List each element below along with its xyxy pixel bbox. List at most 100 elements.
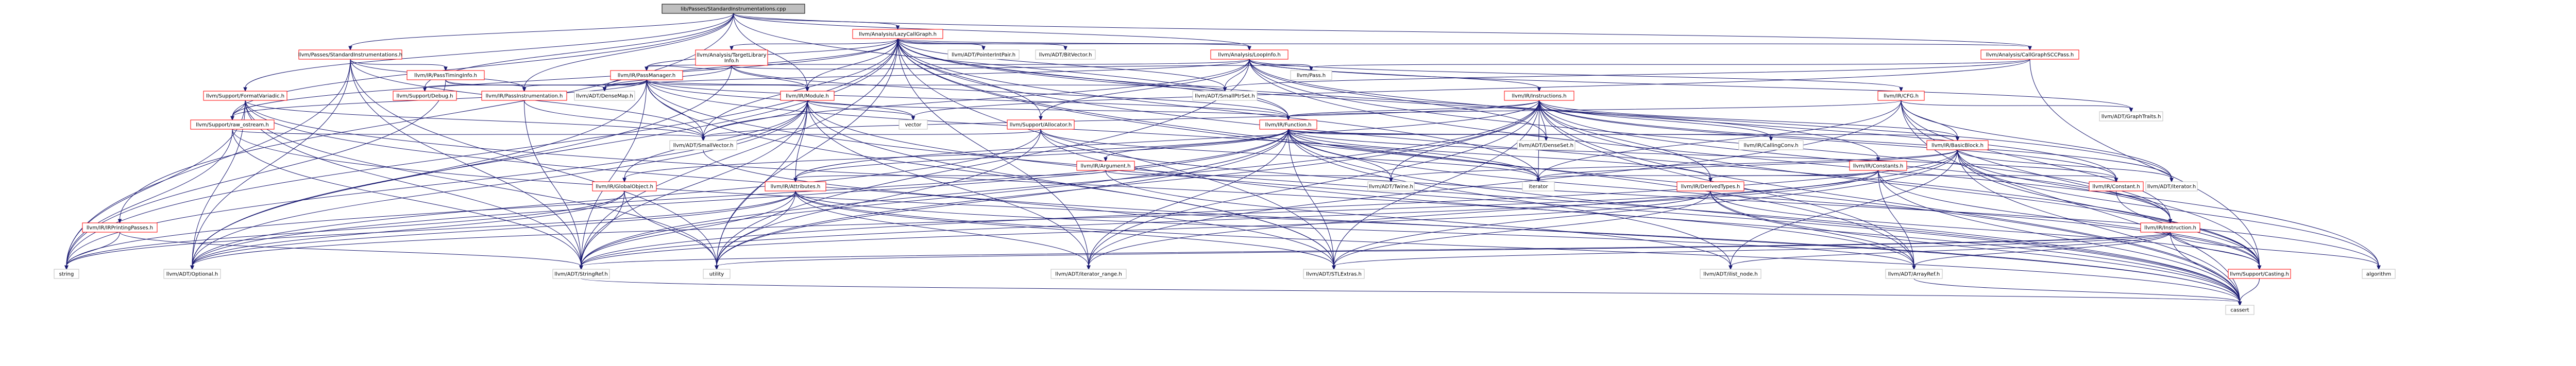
edge-tli-to-pass xyxy=(731,65,1312,69)
node-box xyxy=(1980,49,2079,60)
node-box xyxy=(703,269,731,279)
edge-derivedtypes-to-stringref xyxy=(581,190,1711,267)
node-box xyxy=(592,181,657,191)
edge-argument-to-twine xyxy=(1105,170,1392,179)
edge-argument-to-ilistnode xyxy=(1105,170,1731,267)
node-function[interactable]: llvm/IR/Function.h xyxy=(1259,119,1317,130)
edge-rawostream-to-smallvector xyxy=(232,129,704,138)
edge-function-to-stlextras xyxy=(1288,129,1334,267)
node-instructions[interactable]: llvm/IR/Instructions.h xyxy=(1504,91,1574,101)
edge-ircfg-to-iterator xyxy=(1538,100,1902,179)
edge-cgscc-to-pass xyxy=(1311,59,2030,68)
node-derivedtypes[interactable]: llvm/IR/DerivedTypes.h xyxy=(1676,181,1744,191)
node-label: llvm/Analysis/LoopInfo.h xyxy=(1218,53,1280,58)
node-globalobj[interactable]: llvm/IR/GlobalObject.h xyxy=(592,181,657,191)
edge-loopinfo-to-densemap xyxy=(604,59,1250,89)
node-box xyxy=(190,119,275,130)
node-ilistnode: llvm/ADT/ilist_node.h xyxy=(1700,269,1761,279)
edge-loopinfo-to-ircfg xyxy=(1249,59,1902,89)
node-box xyxy=(1035,49,1096,60)
edge-basicblock-to-adtiterator xyxy=(1957,149,2172,179)
edge-ircfg-to-function xyxy=(1288,100,1902,117)
node-cgscc[interactable]: llvm/Analysis/CallGraphSCCPass.h xyxy=(1980,49,2079,60)
node-irprinting[interactable]: llvm/IR/IRPrintingPasses.h xyxy=(82,222,158,233)
node-constants[interactable]: llvm/IR/Constants.h xyxy=(1849,161,1907,171)
node-module[interactable]: llvm/IR/Module.h xyxy=(780,91,835,101)
node-ircfg[interactable]: llvm/IR/CFG.h xyxy=(1877,91,1925,101)
node-box xyxy=(481,91,567,101)
edge-tli-to-passmgr xyxy=(646,65,732,69)
node-box xyxy=(1504,91,1574,101)
node-label: lib/Passes/StandardInstrumentations.cpp xyxy=(681,7,786,12)
edge-module-to-cassert xyxy=(807,100,2240,303)
node-box xyxy=(610,70,683,80)
edge-globalobj-to-stringref xyxy=(581,190,625,267)
node-label: llvm/ADT/PointerIntPair.h xyxy=(952,53,1015,58)
node-fmtvar[interactable]: llvm/Support/FormatVariadic.h xyxy=(203,91,287,101)
edge-basicblock-to-ilistnode xyxy=(1730,149,1958,267)
node-graphtraits: llvm/ADT/GraphTraits.h xyxy=(2099,111,2163,121)
node-si-h[interactable]: llvm/Passes/StandardInstrumentations.h xyxy=(298,49,402,60)
node-label: llvm/ADT/SmallVector.h xyxy=(673,143,734,149)
node-loopinfo[interactable]: llvm/Analysis/LoopInfo.h xyxy=(1210,49,1289,60)
node-passinstr[interactable]: llvm/IR/PassInstrumentation.h xyxy=(481,91,567,101)
node-smallptrset: llvm/ADT/SmallPtrSet.h xyxy=(1192,91,1258,101)
edge-instruction-to-casting xyxy=(2170,232,2260,267)
edge-module-to-function xyxy=(807,100,1289,117)
node-label: llvm/ADT/StringRef.h xyxy=(554,272,607,277)
node-passtiming[interactable]: llvm/IR/PassTimingInfo.h xyxy=(406,70,485,80)
edge-lazycg-to-loopinfo xyxy=(897,38,1250,47)
edge-ircfg-to-adtiterator xyxy=(1901,100,2172,179)
arrowhead-instruction-to-algorithm xyxy=(2377,265,2381,270)
node-debug[interactable]: llvm/Support/Debug.h xyxy=(393,91,457,101)
node-instruction[interactable]: llvm/IR/Instruction.h xyxy=(2140,222,2200,233)
edge-instructions-to-attributes xyxy=(795,100,1539,179)
node-passmgr[interactable]: llvm/IR/PassManager.h xyxy=(610,70,683,80)
node-label: llvm/ADT/iterator.h xyxy=(2147,184,2196,190)
edge-loopinfo-to-algorithm xyxy=(1249,59,2379,267)
node-box xyxy=(765,181,826,191)
node-attributes[interactable]: llvm/IR/Attributes.h xyxy=(765,181,826,191)
node-iterator: iterator xyxy=(1522,181,1555,191)
arrowhead-root-to-lazycg xyxy=(895,25,900,30)
node-box xyxy=(899,119,928,130)
edge-instructions-to-casting xyxy=(1539,100,2260,267)
node-root[interactable]: lib/Passes/StandardInstrumentations.cpp xyxy=(662,4,805,14)
node-box xyxy=(2362,269,2396,279)
edge-constants-to-arrayref xyxy=(1878,170,1914,267)
node-basicblock[interactable]: llvm/IR/BasicBlock.h xyxy=(1926,140,1989,150)
edge-tli-to-function xyxy=(731,65,1289,117)
node-casting[interactable]: llvm/Support/Casting.h xyxy=(2228,269,2291,279)
node-callingconv: llvm/IR/CallingConv.h xyxy=(1738,140,1804,150)
node-lazycg[interactable]: llvm/Analysis/LazyCallGraph.h xyxy=(852,29,943,39)
edge-instructions-to-constant xyxy=(1539,100,2116,179)
node-argument[interactable]: llvm/IR/Argument.h xyxy=(1076,161,1135,171)
node-label: llvm/Passes/StandardInstrumentations.h xyxy=(298,53,402,58)
arrowhead-instruction-to-utility xyxy=(715,265,719,270)
arrowhead-loopinfo-to-passmgr xyxy=(645,66,649,72)
node-label: llvm/ADT/BitVector.h xyxy=(1039,53,1092,58)
edge-root-to-cgscc xyxy=(733,13,2030,47)
edge-instruction-to-ilistnode xyxy=(1730,232,2171,267)
edge-passinstr-to-smallvector xyxy=(524,100,704,138)
node-constant[interactable]: llvm/IR/Constant.h xyxy=(2089,181,2144,191)
arrowhead-ircfg-to-function xyxy=(1286,116,1291,121)
edge-function-to-attributes xyxy=(795,129,1289,179)
node-rawostream[interactable]: llvm/Support/raw_ostream.h xyxy=(190,119,275,130)
node-arrayref: llvm/ADT/ArrayRef.h xyxy=(1885,269,1943,279)
node-box xyxy=(947,49,1020,60)
node-densemap: llvm/ADT/DenseMap.h xyxy=(574,91,635,101)
node-allocator[interactable]: llvm/Support/Allocator.h xyxy=(1007,119,1075,130)
node-label: llvm/ADT/GraphTraits.h xyxy=(2102,114,2161,120)
edge-attributes-to-iterrange xyxy=(795,190,1089,267)
node-iterrange: llvm/ADT/iterator_range.h xyxy=(1050,269,1127,279)
edge-lazycg-to-stringref xyxy=(581,38,898,267)
node-vector: vector xyxy=(899,119,928,130)
edge-function-to-callingconv xyxy=(1288,129,1771,138)
edge-attributes-to-optional xyxy=(192,190,796,267)
node-box xyxy=(669,140,737,150)
edge-basicblock-to-iterrange xyxy=(1088,149,1958,267)
node-box xyxy=(1926,140,1989,150)
edge-instructions-to-callingconv xyxy=(1539,100,1771,138)
